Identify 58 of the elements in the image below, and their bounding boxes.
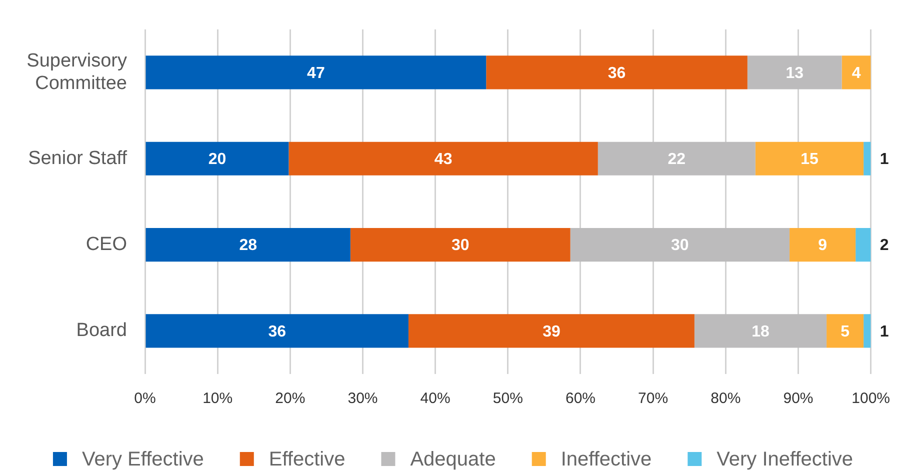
bar: [864, 142, 871, 176]
data-label: 2: [880, 237, 889, 254]
x-tick-label: 30%: [348, 390, 378, 408]
data-label: 4: [852, 64, 861, 82]
bar: [826, 314, 864, 348]
y-tick-label: Supervisory Committee: [26, 50, 128, 94]
legend-label: Effective: [268, 448, 346, 471]
data-label: 43: [434, 151, 452, 168]
data-label: 18: [752, 323, 770, 340]
data-label: 1: [880, 151, 889, 168]
legend-label: Ineffective: [560, 448, 652, 471]
data-label: 28: [239, 237, 258, 254]
bar: [842, 56, 871, 90]
data-label: 1: [880, 323, 889, 340]
x-tick-label: 60%: [565, 390, 596, 408]
bar: [694, 314, 827, 348]
data-label: 36: [268, 323, 286, 340]
bar: [146, 314, 408, 348]
bar: [408, 314, 694, 348]
x-tick-label: 20%: [275, 390, 306, 408]
x-tick-label: 50%: [492, 390, 523, 408]
data-label: 30: [671, 237, 689, 254]
legend-label: Very Effective: [82, 448, 204, 471]
data-label: 22: [668, 151, 686, 168]
data-label: 30: [451, 237, 470, 254]
bar: [755, 142, 864, 176]
y-tick-label: Board: [76, 320, 127, 342]
bar: [570, 228, 790, 262]
bar: [747, 56, 842, 90]
x-tick-label: 10%: [202, 390, 233, 408]
bar: [598, 142, 756, 176]
bar: [146, 56, 486, 90]
bar: [790, 228, 856, 262]
x-tick-label: 90%: [783, 390, 814, 408]
x-tick-label: 80%: [710, 390, 741, 408]
data-label: 5: [840, 323, 850, 340]
y-tick-label: CEO: [86, 234, 127, 256]
bar: [486, 56, 748, 90]
bar: [350, 228, 570, 262]
data-label: 20: [208, 151, 226, 168]
data-label: 15: [800, 151, 818, 168]
bar: [146, 228, 350, 262]
bar: [864, 314, 871, 348]
bar: [146, 142, 289, 176]
legend-label: Very Ineffective: [716, 448, 854, 471]
bar: [856, 228, 871, 262]
x-tick-label: 40%: [420, 390, 450, 408]
data-label: 36: [608, 64, 626, 82]
x-tick-label: 70%: [638, 390, 668, 408]
x-tick-label: 100%: [852, 390, 890, 408]
data-label: 39: [542, 323, 560, 340]
data-label: 9: [818, 237, 828, 254]
legend-label: Adequate: [410, 448, 496, 471]
data-label: 13: [786, 64, 804, 82]
data-label: 47: [307, 64, 325, 82]
y-tick-label: Senior Staff: [28, 148, 128, 169]
x-tick-label: 0%: [134, 390, 156, 408]
bar: [288, 142, 598, 176]
